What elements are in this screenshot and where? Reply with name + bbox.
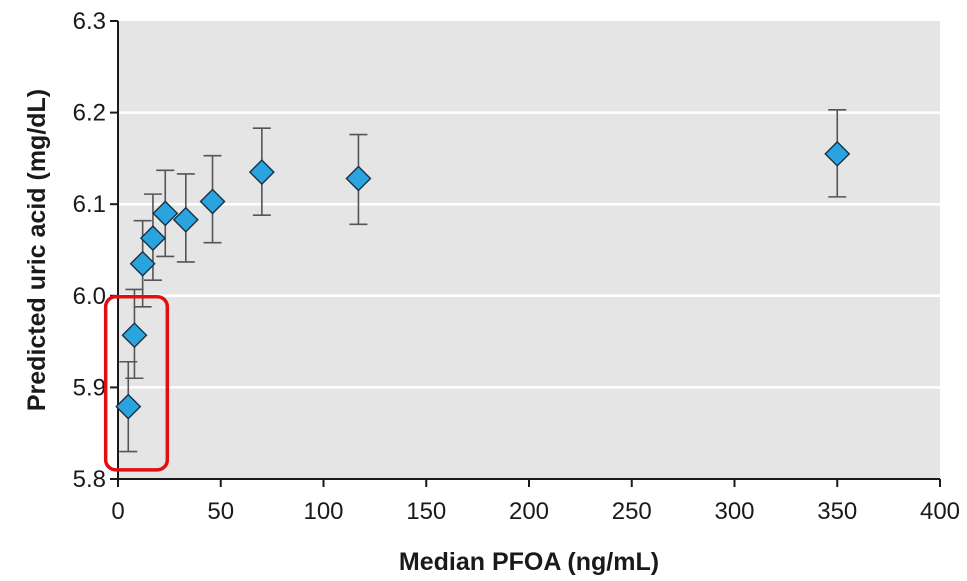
x-axis-ticks: 0 50 100 150 200 250 300 350 400	[111, 479, 960, 525]
x-tick-label-3: 150	[406, 498, 446, 525]
y-tick-label-0: 5.8	[73, 466, 106, 493]
x-tick-label-6: 300	[714, 498, 754, 525]
y-axis-ticks: 5.8 5.9 6.0 6.1 6.2 6.3	[73, 8, 118, 493]
x-tick-label-8: 400	[920, 498, 960, 525]
y-tick-label-4: 6.2	[73, 100, 106, 127]
x-tick-label-1: 50	[207, 498, 234, 525]
y-tick-label-2: 6.0	[73, 283, 106, 310]
x-tick-label-4: 200	[509, 498, 549, 525]
y-tick-label-3: 6.1	[73, 191, 106, 218]
data-point-2	[129, 250, 156, 277]
y-tick-label-5: 6.3	[73, 8, 106, 35]
x-tick-label-0: 0	[111, 498, 124, 525]
highlight-box	[103, 294, 170, 472]
data-point-3	[139, 225, 166, 252]
data-point-4	[152, 200, 179, 227]
data-point-7	[248, 159, 275, 186]
data-point-8	[345, 165, 372, 192]
gridlines	[118, 111, 940, 389]
y-axis-title: Predicted uric acid (mg/dL)	[23, 89, 51, 411]
data-point-1	[121, 322, 148, 349]
data-point-6	[199, 188, 226, 215]
x-axis-title: Median PFOA (ng/mL)	[399, 548, 659, 576]
highlight-layer	[103, 294, 170, 472]
data-point-9	[824, 140, 851, 167]
x-tick-label-2: 100	[303, 498, 343, 525]
y-tick-label-1: 5.9	[73, 374, 106, 401]
data-point-5	[172, 206, 199, 233]
data-points	[115, 140, 851, 420]
x-tick-label-5: 250	[612, 498, 652, 525]
data-point-0	[115, 393, 142, 420]
x-tick-label-7: 350	[817, 498, 857, 525]
plot-background	[118, 21, 940, 479]
